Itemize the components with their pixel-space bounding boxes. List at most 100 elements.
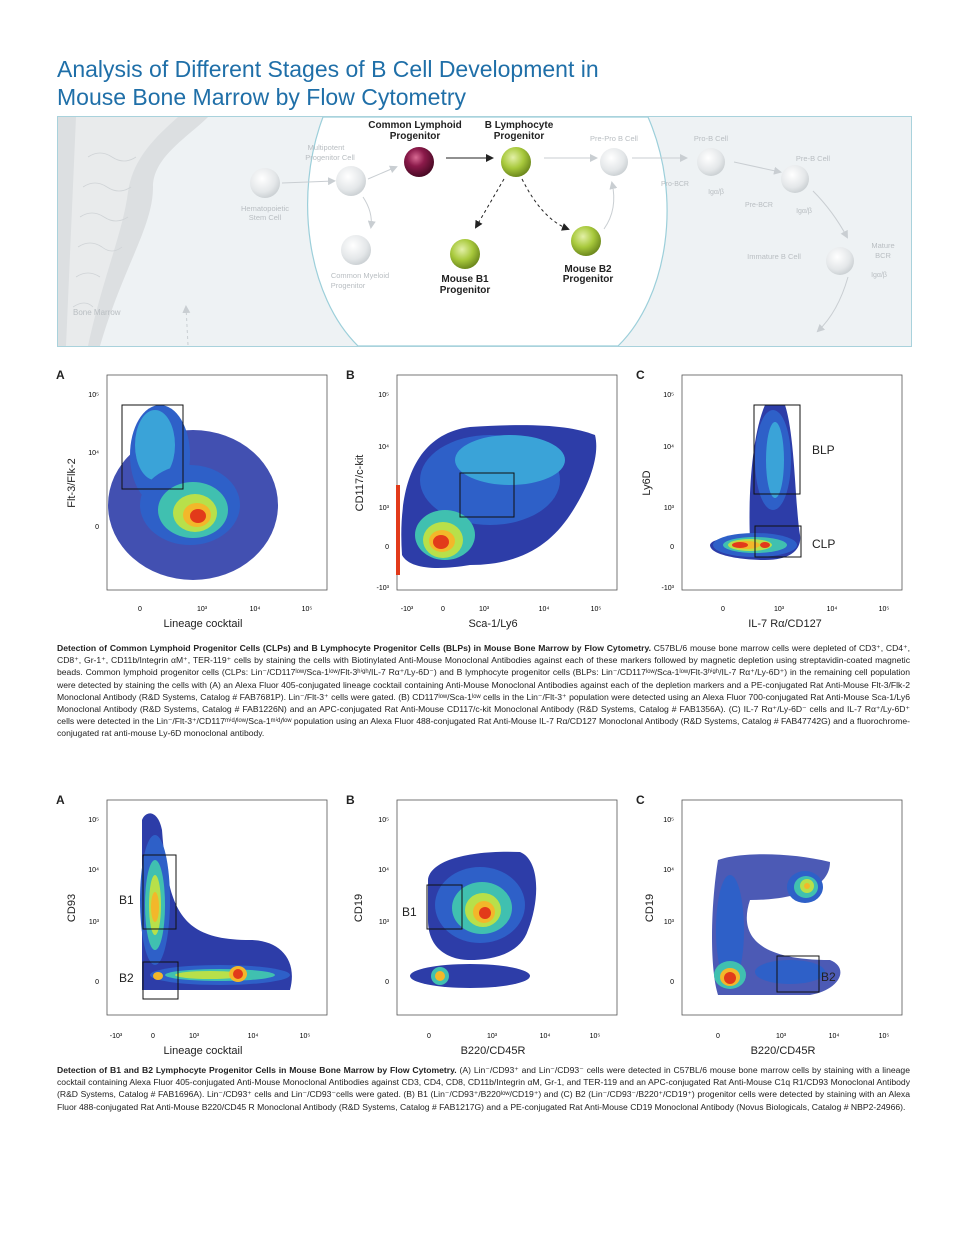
x-axis-label: B220/CD45R xyxy=(461,1045,526,1057)
panel-top-a: A Flt-3/Flk-2 Lineage cocktail 10⁵ 10⁴ 0… xyxy=(56,368,328,630)
panel-bottom-c: C B2 CD19 B220/CD45R 10⁵ 10⁴ 10³ 0 xyxy=(636,793,903,1057)
panel-letter: A xyxy=(56,368,65,382)
y-tick: 10⁴ xyxy=(88,450,99,457)
title-line-1: Analysis of Different Stages of B Cell D… xyxy=(57,56,599,82)
x-tick: 0 xyxy=(716,1033,720,1040)
y-axis-label: CD19 xyxy=(644,894,656,922)
gate-label-blp: BLP xyxy=(812,443,835,457)
x-tick: 0 xyxy=(138,606,142,613)
b2-label-1: Mouse B2 xyxy=(564,264,612,275)
y-tick: 0 xyxy=(670,544,674,551)
mpp-label-1: Multipotent xyxy=(308,143,346,152)
bone-illustration xyxy=(58,117,208,346)
x-tick: -10³ xyxy=(401,606,414,613)
gate xyxy=(459,472,515,518)
gate xyxy=(121,404,184,490)
y-tick: 0 xyxy=(385,979,389,986)
y-axis-label: Ly6D xyxy=(641,470,653,495)
b1-progenitor-cell-icon xyxy=(450,239,480,269)
pre-pro-b-label: Pre-Pro B Cell xyxy=(590,134,638,143)
x-axis-label: B220/CD45R xyxy=(751,1045,816,1057)
title-line-2: Mouse Bone Marrow by Flow Cytometry xyxy=(57,84,467,110)
pre-b-cell-icon xyxy=(781,165,809,193)
clp-label-1: Common Lymphoid xyxy=(368,120,462,131)
b2-label-2: Progenitor xyxy=(563,274,614,285)
y-tick: 10⁴ xyxy=(88,867,99,874)
x-axis-label: Lineage cocktail xyxy=(164,1045,243,1057)
y-tick: 10³ xyxy=(89,919,100,926)
y-tick: 0 xyxy=(385,544,389,551)
x-tick: 10⁵ xyxy=(879,606,890,613)
hsc-label-2: Stem Cell xyxy=(249,213,282,222)
blp-label-2: Progenitor xyxy=(494,131,545,142)
panel-letter: B xyxy=(346,368,355,382)
x-axis-label: IL-7 Rα/CD127 xyxy=(748,618,822,630)
pro-bcr-label: Pro-BCR xyxy=(661,181,689,188)
y-tick: 10⁴ xyxy=(378,867,389,874)
mpp-label-2: Progenitor Cell xyxy=(305,153,355,162)
caption-bottom-title: Detection of B1 and B2 Lymphocyte Progen… xyxy=(57,1065,457,1075)
x-tick: 10⁵ xyxy=(590,1033,601,1040)
density-cloud xyxy=(108,405,278,580)
panel-top-c: C BLP CLP Ly6D IL-7 Rα/CD127 10⁵ 10⁴ 10³ xyxy=(636,368,903,630)
x-tick: 10³ xyxy=(487,1033,498,1040)
y-tick: 0 xyxy=(670,979,674,986)
cmp-cell-icon xyxy=(341,235,371,265)
mature-igab-label: Igα/β xyxy=(871,272,887,279)
y-tick: 10⁵ xyxy=(663,392,674,399)
gate-label-b1: B1 xyxy=(402,905,417,919)
y-tick: 0 xyxy=(95,979,99,986)
y-tick: 10⁵ xyxy=(378,392,389,399)
density-cloud xyxy=(140,813,292,990)
hsc-cell-icon xyxy=(250,168,280,198)
x-tick: 10⁴ xyxy=(829,1033,840,1040)
y-tick: -10³ xyxy=(377,585,390,592)
x-tick: 0 xyxy=(441,606,445,613)
blp-label-1: B Lymphocyte xyxy=(485,120,554,131)
panel-bottom-a: A B1 B2 CD93 Lineage cocktail 10⁵ xyxy=(56,793,328,1057)
y-tick: 10⁴ xyxy=(378,444,389,451)
density-cloud xyxy=(396,425,597,575)
page-title: Analysis of Different Stages of B Cell D… xyxy=(57,55,757,111)
gate-label-b1: B1 xyxy=(119,893,134,907)
x-tick: -10³ xyxy=(110,1033,123,1040)
immature-b-cell-icon xyxy=(826,247,854,275)
panel-letter: C xyxy=(636,793,645,807)
y-tick: 10³ xyxy=(379,505,390,512)
bone-marrow-label: Bone Marrow xyxy=(73,308,121,317)
panel-bottom-b: B B1 CD19 B220/CD45R 10⁵ 10⁴ 10³ 0 0 xyxy=(346,793,618,1057)
panel-letter: B xyxy=(346,793,355,807)
hsc-label-1: Hematopoietic xyxy=(241,204,289,213)
gate-label-b2: B2 xyxy=(119,971,134,985)
x-tick: 10³ xyxy=(776,1033,787,1040)
pre-bcr-label: Pre-BCR xyxy=(745,202,773,209)
x-tick: 10⁵ xyxy=(302,606,313,613)
x-tick: 10⁵ xyxy=(879,1033,890,1040)
x-tick: 0 xyxy=(427,1033,431,1040)
gate-label-clp: CLP xyxy=(812,537,835,551)
x-axis-label: Sca-1/Ly6 xyxy=(468,618,517,630)
density-cloud xyxy=(410,851,537,988)
gate-clp xyxy=(754,525,802,558)
b1-label-1: Mouse B1 xyxy=(441,274,489,285)
cmp-label-2: Progenitor xyxy=(331,281,366,290)
clp-label-2: Progenitor xyxy=(390,131,441,142)
b1-label-2: Progenitor xyxy=(440,285,491,296)
y-tick: 10³ xyxy=(664,919,675,926)
x-axis-label: Lineage cocktail xyxy=(164,618,243,630)
pro-b-igab-label: Igα/β xyxy=(708,189,724,196)
pro-b-cell-icon xyxy=(697,148,725,176)
x-tick: 10³ xyxy=(197,606,208,613)
cmp-label-1: Common Myeloid xyxy=(331,271,389,280)
caption-bottom-body: (A) Lin⁻/CD93⁺ and Lin⁻/CD93⁻ cells were… xyxy=(57,1065,910,1112)
b-cell-development-diagram: Bone Marrow Hematopoietic Stem Cell Mult… xyxy=(57,116,912,347)
mature-label-2: BCR xyxy=(875,251,891,260)
x-tick: 10⁴ xyxy=(827,606,838,613)
focus-region xyxy=(307,117,668,346)
x-tick: 10⁵ xyxy=(591,606,602,613)
gate-label-b2: B2 xyxy=(821,970,836,984)
y-axis-label: CD93 xyxy=(66,894,78,922)
pre-pro-b-cell-icon xyxy=(600,148,628,176)
mpp-cell-icon xyxy=(336,166,366,196)
flow-panels-bottom: A B1 B2 CD93 Lineage cocktail 10⁵ xyxy=(50,790,930,1060)
